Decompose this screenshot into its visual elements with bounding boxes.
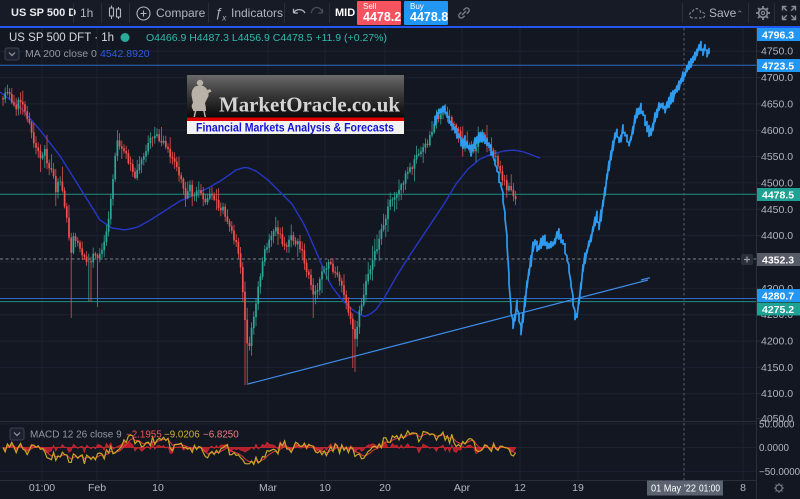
- svg-text:4478.5: 4478.5: [762, 189, 794, 201]
- svg-text:12: 12: [514, 482, 526, 494]
- svg-text:4723.5: 4723.5: [762, 60, 794, 72]
- svg-text:−50.0000: −50.0000: [759, 467, 800, 478]
- svg-text:4550.0: 4550.0: [761, 151, 793, 163]
- svg-text:O4466.9 H4487.3 L4456.9 C44: O4466.9 H4487.3 L4456.9 C4478.5 +11.9 (+…: [146, 32, 387, 44]
- svg-text:50.0000: 50.0000: [759, 419, 795, 430]
- svg-text:4600.0: 4600.0: [761, 125, 793, 137]
- svg-text:MarketOracle.co.uk: MarketOracle.co.uk: [219, 93, 400, 117]
- svg-text:US SP 500 DFT · 1h: US SP 500 DFT · 1h: [9, 32, 114, 44]
- svg-text:01 May ’22: 01 May ’22: [651, 483, 696, 495]
- svg-text:4100.0: 4100.0: [761, 388, 793, 400]
- svg-text:Mar: Mar: [259, 482, 278, 494]
- svg-text:10: 10: [319, 482, 331, 494]
- svg-text:19: 19: [572, 482, 584, 494]
- svg-text:4650.0: 4650.0: [761, 98, 793, 110]
- svg-text:4150.0: 4150.0: [761, 362, 793, 374]
- svg-text:4275.2: 4275.2: [762, 304, 794, 316]
- svg-text:4200.0: 4200.0: [761, 336, 793, 348]
- svg-text:4400.0: 4400.0: [761, 230, 793, 242]
- svg-text:4700.0: 4700.0: [761, 72, 793, 84]
- svg-text:4050.0: 4050.0: [761, 413, 793, 425]
- svg-text:MACD 12 26 close 9: MACD 12 26 close 9: [30, 430, 122, 441]
- svg-text:−6.8250: −6.8250: [203, 430, 239, 441]
- svg-text:8: 8: [740, 482, 746, 494]
- svg-text:4352.3: 4352.3: [762, 254, 794, 266]
- svg-text:01:00: 01:00: [699, 483, 720, 495]
- svg-text:0.0000: 0.0000: [759, 443, 790, 454]
- svg-text:Apr: Apr: [454, 482, 471, 494]
- svg-text:4450.0: 4450.0: [761, 204, 793, 216]
- svg-text:4796.3: 4796.3: [762, 29, 794, 41]
- svg-text:4750.0: 4750.0: [761, 46, 793, 58]
- svg-text:MA 200 close 0: MA 200 close 0: [25, 48, 97, 60]
- svg-text:20: 20: [379, 482, 391, 494]
- svg-text:Feb: Feb: [88, 482, 106, 494]
- svg-text:10: 10: [152, 482, 164, 494]
- svg-text:4542.8920: 4542.8920: [100, 48, 150, 60]
- svg-text:−2.1955: −2.1955: [126, 430, 162, 441]
- svg-text:4500.0: 4500.0: [761, 178, 793, 190]
- svg-text:Financial Markets Analysis & F: Financial Markets Analysis & Forecasts: [196, 123, 394, 135]
- svg-text:4280.7: 4280.7: [762, 290, 794, 302]
- svg-text:−9.0206: −9.0206: [164, 430, 200, 441]
- svg-text:01:00: 01:00: [29, 482, 55, 494]
